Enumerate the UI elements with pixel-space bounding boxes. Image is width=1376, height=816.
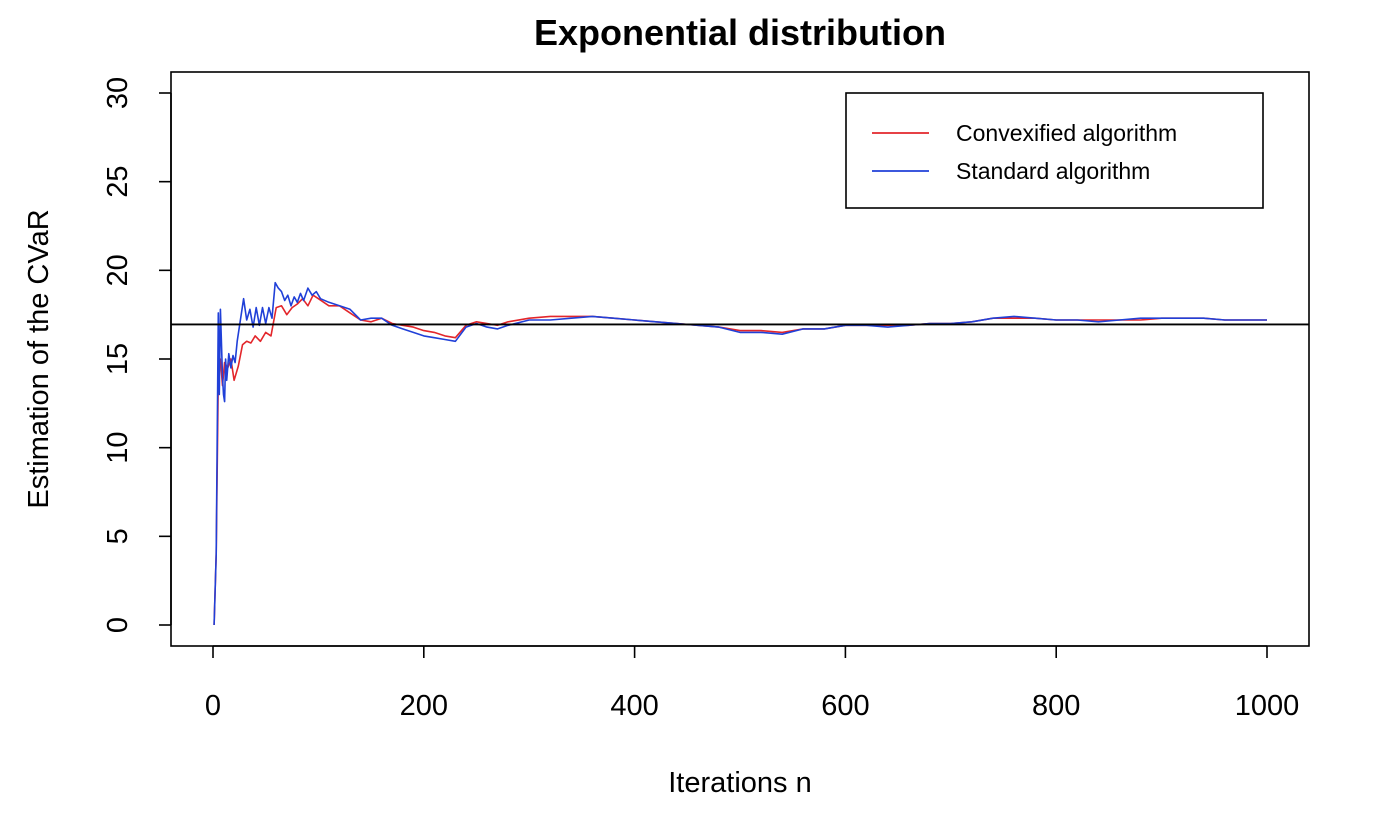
x-axis: 0 200 400 600 800 1000 [205,645,1300,722]
x-tick-label: 0 [205,690,221,722]
legend-label-convexified: Convexified algorithm [956,120,1177,146]
x-tick-label: 400 [610,690,658,722]
legend: Convexified algorithm Standard algorithm [845,92,1264,209]
legend-box [845,92,1264,209]
series-line-convexified [213,294,1267,626]
y-tick-label: 5 [102,528,134,544]
y-axis-label: Estimation of the CVaR [23,209,55,508]
x-tick-label: 1000 [1235,690,1300,722]
y-tick-label: 30 [102,77,134,109]
y-tick-label: 10 [102,432,134,464]
y-tick-label: 20 [102,254,134,286]
x-tick-label: 600 [821,690,869,722]
y-tick-label: 15 [102,343,134,375]
chart-title: Exponential distribution [534,12,946,53]
x-axis-label: Iterations n [668,767,811,799]
series-layer [213,281,1267,626]
legend-label-standard: Standard algorithm [956,158,1150,184]
y-tick-label: 25 [102,166,134,198]
y-tick-label: 0 [102,617,134,633]
y-axis: 0 5 10 15 20 25 30 [102,77,172,633]
x-tick-label: 200 [400,690,448,722]
series-line-standard [213,281,1267,626]
x-tick-label: 800 [1032,690,1080,722]
